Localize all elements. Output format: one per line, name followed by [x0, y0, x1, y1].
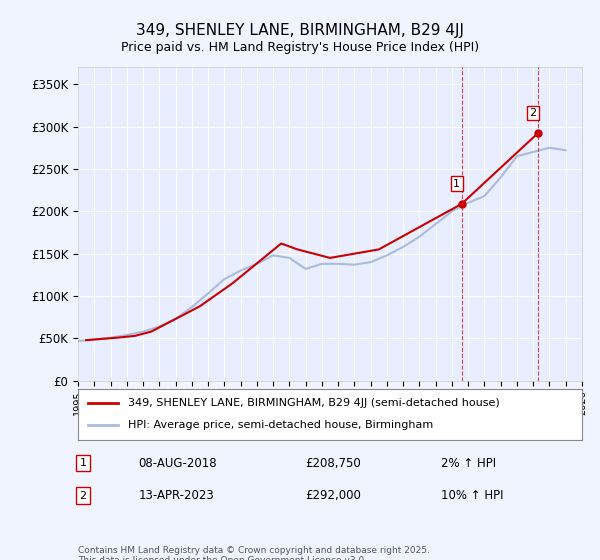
Text: £208,750: £208,750: [305, 456, 361, 470]
Text: 1: 1: [454, 179, 460, 189]
Text: 08-AUG-2018: 08-AUG-2018: [139, 456, 217, 470]
Text: HPI: Average price, semi-detached house, Birmingham: HPI: Average price, semi-detached house,…: [128, 421, 434, 431]
Text: 2% ↑ HPI: 2% ↑ HPI: [441, 456, 496, 470]
Text: Contains HM Land Registry data © Crown copyright and database right 2025.
This d: Contains HM Land Registry data © Crown c…: [78, 546, 430, 560]
Text: 2: 2: [529, 108, 536, 118]
Text: 349, SHENLEY LANE, BIRMINGHAM, B29 4JJ: 349, SHENLEY LANE, BIRMINGHAM, B29 4JJ: [136, 24, 464, 38]
Text: 2: 2: [79, 491, 86, 501]
Text: 10% ↑ HPI: 10% ↑ HPI: [441, 489, 503, 502]
Text: 349, SHENLEY LANE, BIRMINGHAM, B29 4JJ (semi-detached house): 349, SHENLEY LANE, BIRMINGHAM, B29 4JJ (…: [128, 398, 500, 408]
Text: 1: 1: [80, 458, 86, 468]
Text: 13-APR-2023: 13-APR-2023: [139, 489, 214, 502]
Text: Price paid vs. HM Land Registry's House Price Index (HPI): Price paid vs. HM Land Registry's House …: [121, 41, 479, 54]
Text: £292,000: £292,000: [305, 489, 361, 502]
